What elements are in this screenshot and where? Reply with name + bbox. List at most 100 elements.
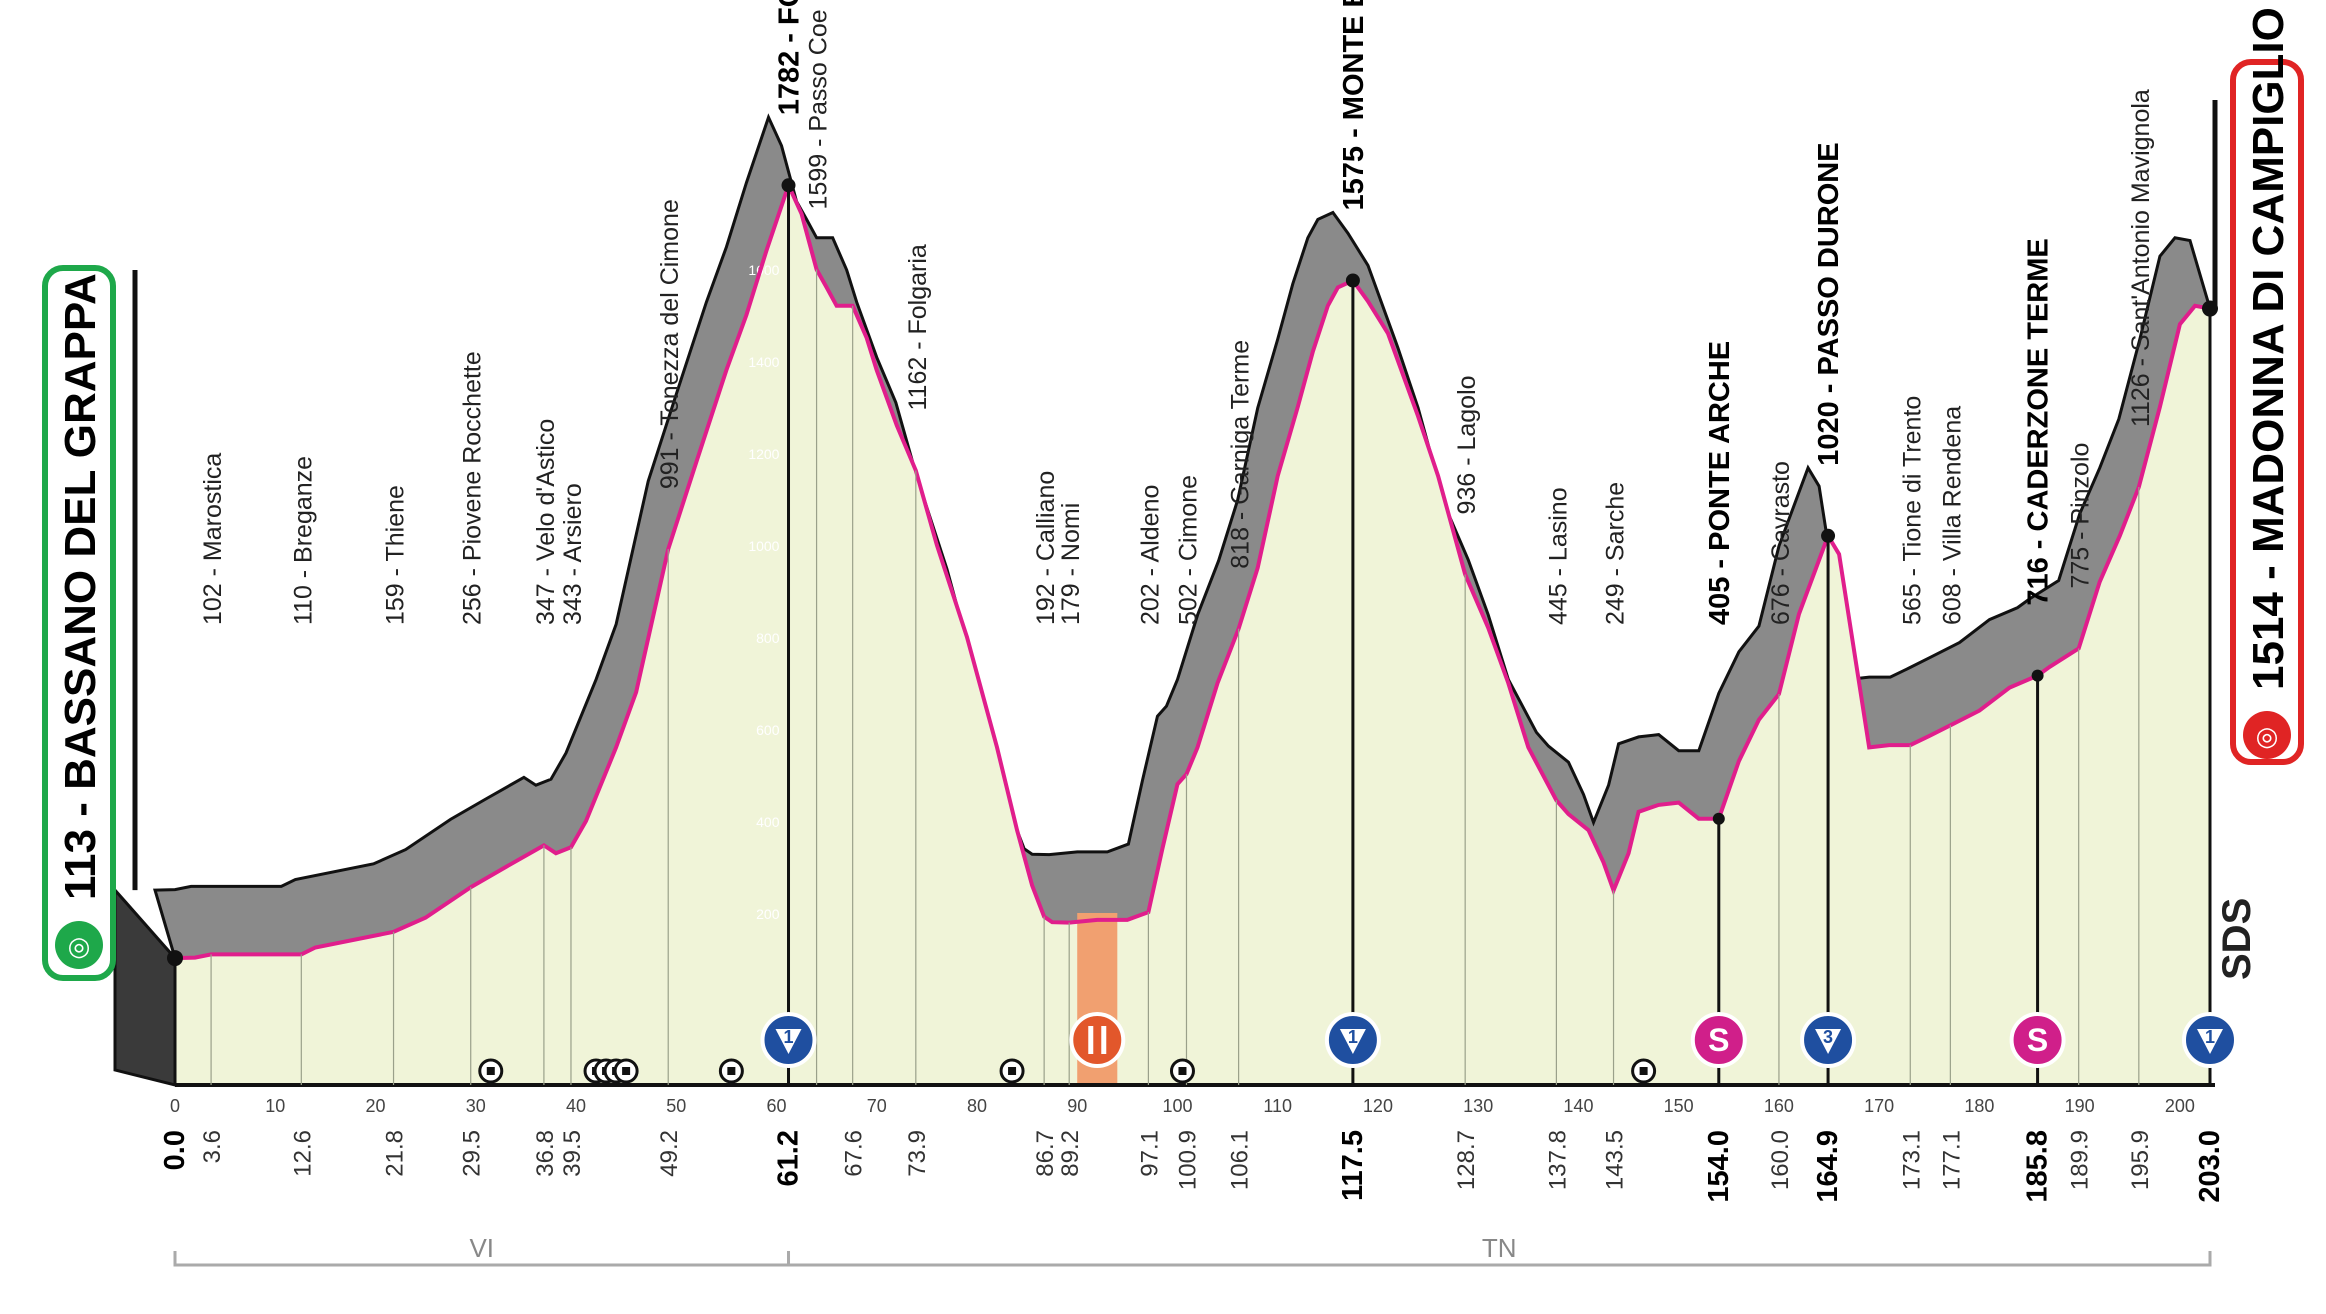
altitude-tick-label: 200 [756,906,780,922]
x-tick-label: 40 [566,1096,586,1116]
region-label: VI [469,1233,494,1263]
waypoint-label: 179 - Nomi [1057,503,1085,625]
waypoint-label: 1126 - Sant'Antonio Mavignola [2127,89,2155,427]
tunnel-inner-icon [1008,1067,1017,1075]
waypoint-dot [1712,812,1725,825]
climb-category-label: 3 [1823,1027,1833,1047]
waypoint-km-label: 128.7 [1453,1130,1480,1190]
x-tick-label: 80 [967,1096,987,1116]
climb-triangle-icon [1339,1029,1366,1054]
x-tick-label: 90 [1067,1096,1087,1116]
finish-bike-icon [2243,711,2291,759]
waypoint-km-label: 89.2 [1057,1130,1084,1177]
waypoint-labels-layer: 102 - Marostica 3.6 110 - Breganze 12.6 159 … [199,0,2155,1203]
climb-triangle-icon [775,1029,802,1054]
start-bike-icon [55,921,103,969]
waypoint-km-label: 189.9 [2067,1130,2094,1190]
tunnel-inner-icon [727,1067,736,1075]
x-tick-label: 180 [1964,1096,1994,1116]
waypoint-label: 1575 - MONTE BONDONE [1338,0,1370,211]
waypoint-km-label: 117.5 [1337,1130,1369,1201]
x-tick-label: 30 [466,1096,486,1116]
knife-icon [1101,1026,1107,1054]
bike-icon: ◎ [2256,721,2279,751]
sds-logo: SDS [2215,898,2259,980]
tunnel-inner-icon [1639,1067,1648,1075]
finish-dot [2202,300,2218,317]
x-tick-label: 140 [1563,1096,1593,1116]
waypoint-label: 202 - Aldeno [1136,485,1164,625]
sprint-icon [1690,1012,1747,1068]
sprint-label: S [2027,1022,2048,1058]
profile-line [174,179,2211,961]
waypoint-label: 110 - Breganze [289,456,317,625]
x-tick-label: 190 [2065,1096,2095,1116]
waypoint-label: 102 - Marostica [199,453,227,625]
altitude-tick-label: 1600 [748,262,779,278]
waypoint-label: 347 - Velo d'Astico [532,419,560,625]
waypoint-km-label: 29.5 [459,1130,486,1177]
altitude-tick-label: 1200 [748,446,779,462]
feed-zone-icon [1069,1012,1126,1068]
x-tick-label: 70 [867,1096,887,1116]
region-bracket [787,1251,2212,1267]
finish-label-box [2230,59,2304,765]
waypoint-label: 1020 - PASSO DURONE [1813,142,1845,465]
waypoint-km-label: 49.2 [656,1130,683,1177]
waypoint-km-label: 106.1 [1227,1130,1254,1190]
waypoint-label: 565 - Tione di Trento [1898,396,1926,625]
waypoint-label: 249 - Sarche [1602,482,1630,625]
start-km-label: 0.0 [159,1130,191,1170]
altitude-tick-label: 800 [756,630,780,646]
sprint-icon [2009,1012,2066,1068]
altitude-tick-label: 600 [756,722,780,738]
waypoint-km-label: 154.0 [1703,1130,1735,1203]
climb-category-label: 1 [783,1027,793,1047]
waypoint-label: 159 - Thiene [382,485,410,625]
waypoint-label: 405 - PONTE ARCHE [1704,341,1736,625]
waypoint-label: 818 - Garniga Terme [1227,340,1255,569]
waypoint-label: 445 - Lasino [1544,487,1572,625]
start-dot [167,950,183,967]
waypoint-label: 716 - CADERZONE TERME [2023,238,2055,605]
climb-category-label: 1 [1348,1027,1358,1047]
finish-label: 1514 - MADONNA DI CAMPIGLIO [2244,7,2293,690]
x-tick-label: 200 [2165,1096,2195,1116]
x-tick-label: 120 [1363,1096,1393,1116]
waypoint-km-label: 195.9 [2127,1130,2154,1190]
tunnel-inner-icon [1178,1067,1187,1075]
x-tick-label: 50 [666,1096,686,1116]
start-label-box [42,265,116,981]
waypoint-km-label: 185.8 [2022,1130,2054,1203]
waypoint-label: 676 - Cavrasto [1767,461,1795,625]
altitude-tick-label: 1000 [748,538,779,554]
x-tick-label: 150 [1664,1096,1694,1116]
waypoint-dot [2031,669,2044,682]
climb-summit-dot [1821,528,1836,543]
start-finish-layer: VI TN 113 - BASSANO DEL GRAPPA ◎ 0.0 1514 - M… [42,7,2304,1267]
waypoint-km-label: 67.6 [841,1130,868,1177]
x-tick-label: 170 [1864,1096,1894,1116]
climb-category-label: 1 [2205,1027,2215,1047]
waypoint-km-label: 164.9 [1812,1130,1844,1203]
waypoint-label: 991 - Tonezza del Cimone [656,199,684,489]
waypoint-km-label: 12.6 [289,1130,316,1177]
x-tick-label: 0 [170,1096,180,1116]
waypoint-label: 192 - Calliano [1032,471,1060,625]
waypoint-label: 343 - Arsiero [559,483,587,625]
climb-triangle-icon [2197,1029,2223,1054]
region-label: TN [1482,1233,1517,1263]
waypoint-km-label: 160.0 [1767,1130,1794,1190]
waypoint-km-label: 21.8 [382,1130,409,1177]
finish-km-label: 203.0 [2194,1130,2226,1203]
fork-icon [1088,1026,1094,1054]
waypoint-km-label: 3.6 [199,1130,226,1163]
x-tick-label: 60 [766,1096,786,1116]
x-tick-label: 110 [1263,1096,1292,1116]
waypoint-label: 1782 - FORCELLA VALBONA [774,0,806,115]
waypoint-km-label: 173.1 [1898,1130,1925,1190]
start-label: 113 - BASSANO DEL GRAPPA [56,273,105,900]
waypoint-km-label: 39.5 [559,1130,586,1177]
waypoint-km-label: 73.9 [904,1130,931,1177]
tunnel-inner-icon [486,1067,495,1075]
